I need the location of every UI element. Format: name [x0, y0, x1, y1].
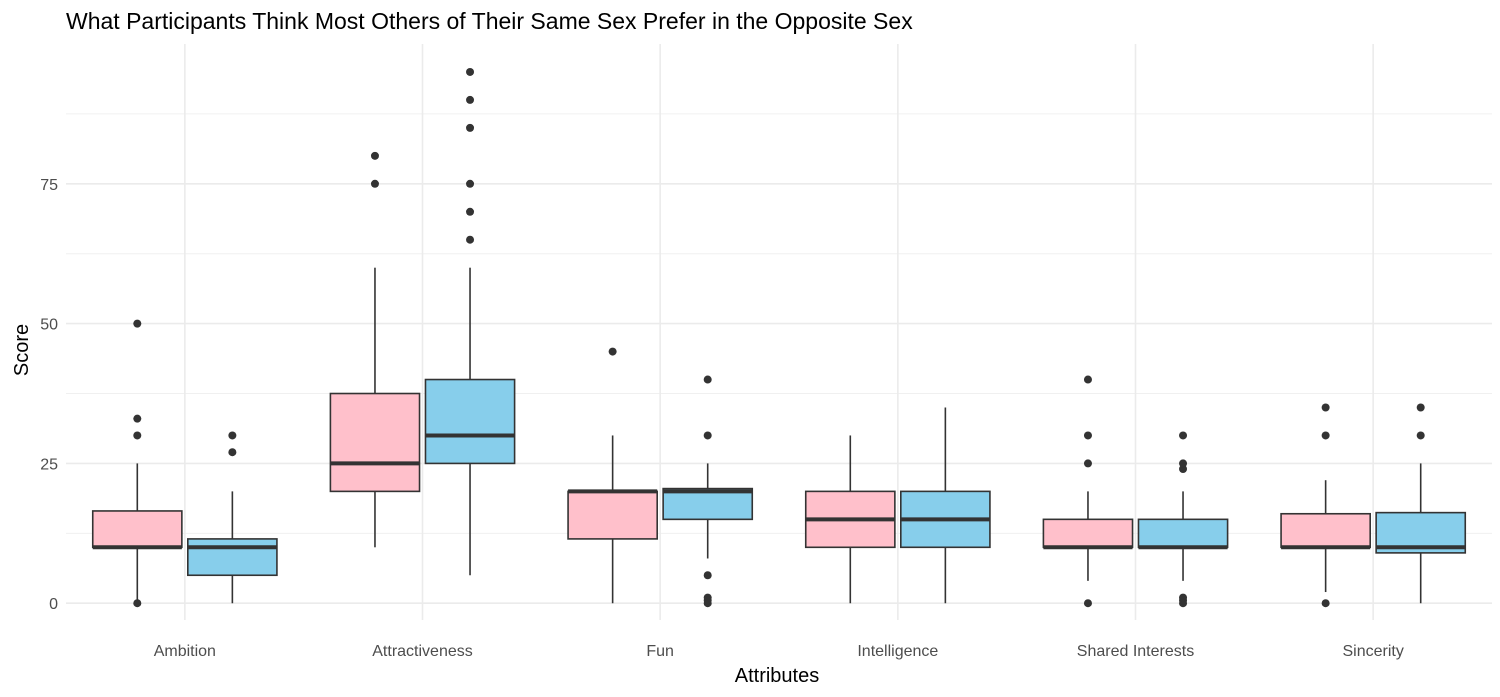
outlier-point — [466, 67, 475, 76]
outlier-point — [1416, 431, 1425, 440]
outlier-point — [466, 179, 475, 188]
outlier-point — [133, 431, 142, 440]
outlier-point — [608, 347, 617, 356]
y-tick-label: 50 — [40, 317, 58, 334]
outlier-point — [466, 235, 475, 244]
axis-labels: Attributes Score 0 25 50 75 Ambition Attracti… — [11, 177, 1404, 687]
outlier-point — [1179, 593, 1188, 602]
box-body — [1042, 518, 1134, 549]
box-body — [91, 510, 183, 549]
chart-title: What Participants Think Most Others of T… — [66, 8, 913, 34]
outlier-point — [466, 207, 475, 216]
grid-lines — [66, 44, 1492, 620]
box-pink — [91, 319, 183, 608]
x-tick-label: Shared Interests — [1077, 643, 1194, 660]
box-blue — [662, 375, 754, 608]
box-pink — [1280, 403, 1371, 608]
box-pink — [567, 347, 658, 604]
box-pink — [1042, 375, 1134, 608]
outlier-point — [133, 599, 142, 608]
outlier-point — [703, 431, 712, 440]
outlier-point — [1321, 431, 1330, 440]
x-tick-label: Sincerity — [1342, 643, 1403, 660]
x-tick-label: Intelligence — [857, 643, 938, 660]
outlier-point — [1179, 459, 1188, 468]
outlier-point — [228, 431, 237, 440]
box-pink — [804, 435, 896, 604]
outlier-point — [228, 448, 237, 457]
x-axis-title: Attributes — [735, 665, 819, 687]
y-tick-label: 25 — [40, 456, 58, 473]
box-blue — [424, 67, 516, 576]
outlier-point — [1179, 431, 1188, 440]
box-body — [662, 487, 754, 521]
outlier-point — [1083, 375, 1092, 384]
box-body — [187, 538, 278, 577]
x-tick-label: Fun — [646, 643, 674, 660]
outlier-point — [370, 151, 379, 160]
box-body — [1137, 518, 1229, 549]
y-axis-title: Score — [11, 324, 33, 376]
box-blue — [187, 431, 278, 604]
outlier-point — [1321, 403, 1330, 412]
outlier-point — [466, 95, 475, 104]
box-body — [424, 378, 516, 465]
outlier-point — [1321, 599, 1330, 608]
outlier-point — [1416, 403, 1425, 412]
outlier-point — [466, 123, 475, 132]
box-body — [1280, 512, 1371, 549]
box-pink — [329, 151, 421, 548]
outlier-point — [1083, 599, 1092, 608]
box-body — [329, 392, 421, 493]
outlier-point — [370, 179, 379, 188]
outlier-point — [703, 375, 712, 384]
box-blue — [900, 407, 991, 604]
box-blue — [1375, 403, 1467, 604]
outlier-point — [1179, 465, 1188, 474]
outlier-point — [133, 414, 142, 423]
outlier-point — [703, 571, 712, 580]
x-tick-label: Attractiveness — [372, 643, 472, 660]
box-body — [567, 490, 658, 540]
x-tick-label: Ambition — [154, 643, 216, 660]
y-tick-label: 0 — [49, 596, 58, 613]
outlier-point — [703, 593, 712, 602]
outlier-point — [1083, 459, 1092, 468]
outlier-point — [133, 319, 142, 328]
outlier-point — [1083, 431, 1092, 440]
box-layer — [91, 67, 1467, 608]
y-tick-label: 75 — [40, 177, 58, 194]
box-blue — [1137, 431, 1229, 608]
